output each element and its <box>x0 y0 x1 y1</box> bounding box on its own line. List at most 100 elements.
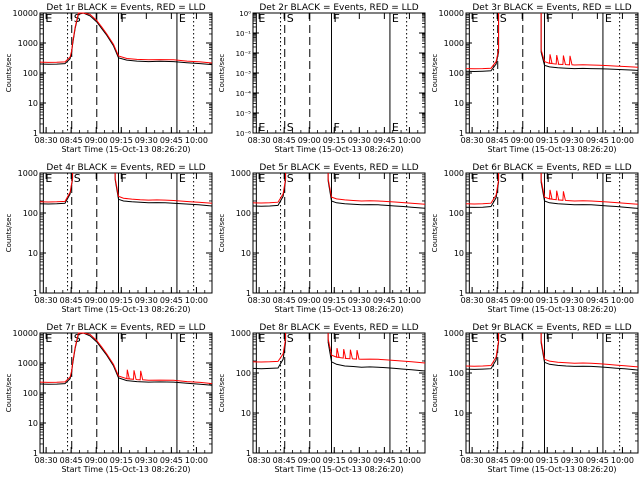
panel-title: Det 5r BLACK = Events, RED = LLD <box>259 163 418 173</box>
y-axis-label: Counts/sec <box>431 374 439 413</box>
x-axis-label: Start Time (15-Oct-13 08:26:20) <box>61 145 190 154</box>
marker-label-top: E <box>605 332 612 345</box>
x-axis-label: Start Time (15-Oct-13 08:26:20) <box>61 465 190 474</box>
detector-panel-6: Det 6r BLACK = Events, RED = LLD 1 10 100 10… <box>431 163 639 314</box>
y-tick-label: 10⁻⁵ <box>236 110 252 118</box>
marker-label-top: E <box>258 332 265 345</box>
marker-label-top: S <box>500 12 507 25</box>
panel-title: Det 1r BLACK = Events, RED = LLD <box>46 3 205 13</box>
x-tick-label: 09:45 <box>586 136 609 145</box>
detector-panel-7: Det 7r BLACK = Events, RED = LLD 1 10 100 10… <box>5 323 213 474</box>
detector-panel-9: Det 9r BLACK = Events, RED = LLD 1 10 100 10… <box>431 323 639 474</box>
x-tick-label: 10:00 <box>185 456 208 465</box>
marker-label-top: F <box>333 332 339 345</box>
y-tick-label: 100 <box>449 369 464 378</box>
y-tick-label: 10⁻⁴ <box>236 90 252 98</box>
y-axis-label: Counts/sec <box>218 54 226 93</box>
x-tick-label: 08:30 <box>35 456 58 465</box>
panel-title: Det 8r BLACK = Events, RED = LLD <box>259 323 418 333</box>
x-tick-label: 10:00 <box>398 296 421 305</box>
marker-label-top: F <box>333 172 339 185</box>
y-tick-label: 100 <box>236 369 251 378</box>
x-tick-label: 09:00 <box>85 296 108 305</box>
x-axis-label: Start Time (15-Oct-13 08:26:20) <box>487 145 616 154</box>
y-tick-label: 10 <box>241 409 251 418</box>
series-lld-line <box>465 49 500 70</box>
x-tick-label: 09:15 <box>110 136 133 145</box>
x-tick-label: 08:45 <box>60 456 83 465</box>
marker-label-top: F <box>120 12 126 25</box>
marker-label-top: E <box>45 332 52 345</box>
panel-title: Det 4r BLACK = Events, RED = LLD <box>46 163 205 173</box>
marker-label-bottom: E <box>392 121 399 134</box>
marker-label-bottom: S <box>287 121 294 134</box>
y-tick-label: 100 <box>23 209 38 218</box>
panel-title: Det 9r BLACK = Events, RED = LLD <box>472 323 631 333</box>
x-tick-label: 08:30 <box>35 296 58 305</box>
series-events-line <box>114 179 213 207</box>
x-tick-label: 09:15 <box>536 456 559 465</box>
marker-label-top: F <box>120 332 126 345</box>
marker-label-top: F <box>333 12 339 25</box>
marker-label-top: E <box>179 332 186 345</box>
x-tick-label: 09:00 <box>298 456 321 465</box>
x-tick-label: 09:00 <box>511 456 534 465</box>
marker-label-top: E <box>258 172 265 185</box>
x-tick-label: 09:30 <box>348 456 371 465</box>
y-tick-label: 1 <box>459 129 464 138</box>
x-tick-label: 09:15 <box>323 296 346 305</box>
y-tick-label: 10000 <box>13 329 38 338</box>
x-tick-label: 08:45 <box>273 136 296 145</box>
y-tick-label: 1000 <box>231 329 251 338</box>
x-tick-label: 09:00 <box>298 136 321 145</box>
y-tick-label: 10000 <box>13 9 38 18</box>
marker-label-bottom: F <box>333 121 339 134</box>
x-tick-label: 08:30 <box>35 136 58 145</box>
series-events-line <box>540 51 639 71</box>
panel-title: Det 3r BLACK = Events, RED = LLD <box>472 3 631 13</box>
x-axis-label: Start Time (15-Oct-13 08:26:20) <box>487 465 616 474</box>
y-axis-label: Counts/sec <box>5 214 13 253</box>
plot-frame <box>252 172 426 294</box>
y-tick-label: 1 <box>33 449 38 458</box>
x-tick-label: 09:30 <box>561 136 584 145</box>
x-tick-label: 09:30 <box>348 296 371 305</box>
marker-label-top: E <box>392 172 399 185</box>
x-tick-label: 08:30 <box>248 456 271 465</box>
x-tick-label: 09:00 <box>511 296 534 305</box>
y-axis-label: Counts/sec <box>5 374 13 413</box>
y-tick-label: 10000 <box>439 9 464 18</box>
marker-label-top: E <box>258 12 265 25</box>
y-axis-label: Counts/sec <box>218 374 226 413</box>
x-axis-label: Start Time (15-Oct-13 08:26:20) <box>274 465 403 474</box>
plot-frame <box>252 332 426 454</box>
y-tick-label: 1000 <box>18 359 38 368</box>
x-tick-label: 09:30 <box>135 136 158 145</box>
y-tick-label: 10 <box>454 99 464 108</box>
y-tick-label: 1 <box>246 289 251 298</box>
x-tick-label: 08:45 <box>486 136 509 145</box>
series-lld-line <box>252 178 287 204</box>
y-tick-label: 1000 <box>444 169 464 178</box>
y-axis-label: Counts/sec <box>5 54 13 93</box>
x-tick-label: 09:45 <box>373 296 396 305</box>
marker-label-top: S <box>287 332 294 345</box>
x-tick-label: 09:15 <box>110 296 133 305</box>
detector-panel-1: Det 1r BLACK = Events, RED = LLD 1 10 100 10… <box>5 3 213 154</box>
series-lld-line <box>540 340 639 368</box>
x-tick-label: 08:30 <box>248 136 271 145</box>
series-lld-line <box>114 177 213 204</box>
x-tick-label: 09:00 <box>85 456 108 465</box>
marker-label-top: S <box>287 172 294 185</box>
x-tick-label: 09:45 <box>373 456 396 465</box>
x-tick-label: 10:00 <box>398 456 421 465</box>
marker-label-top: E <box>471 12 478 25</box>
x-tick-label: 09:15 <box>536 296 559 305</box>
series-lld-line <box>465 179 500 205</box>
x-tick-label: 09:45 <box>160 456 183 465</box>
marker-label-bottom: E <box>258 121 265 134</box>
x-tick-label: 09:45 <box>586 296 609 305</box>
plot-frame <box>465 12 639 134</box>
plot-frame <box>39 12 213 134</box>
